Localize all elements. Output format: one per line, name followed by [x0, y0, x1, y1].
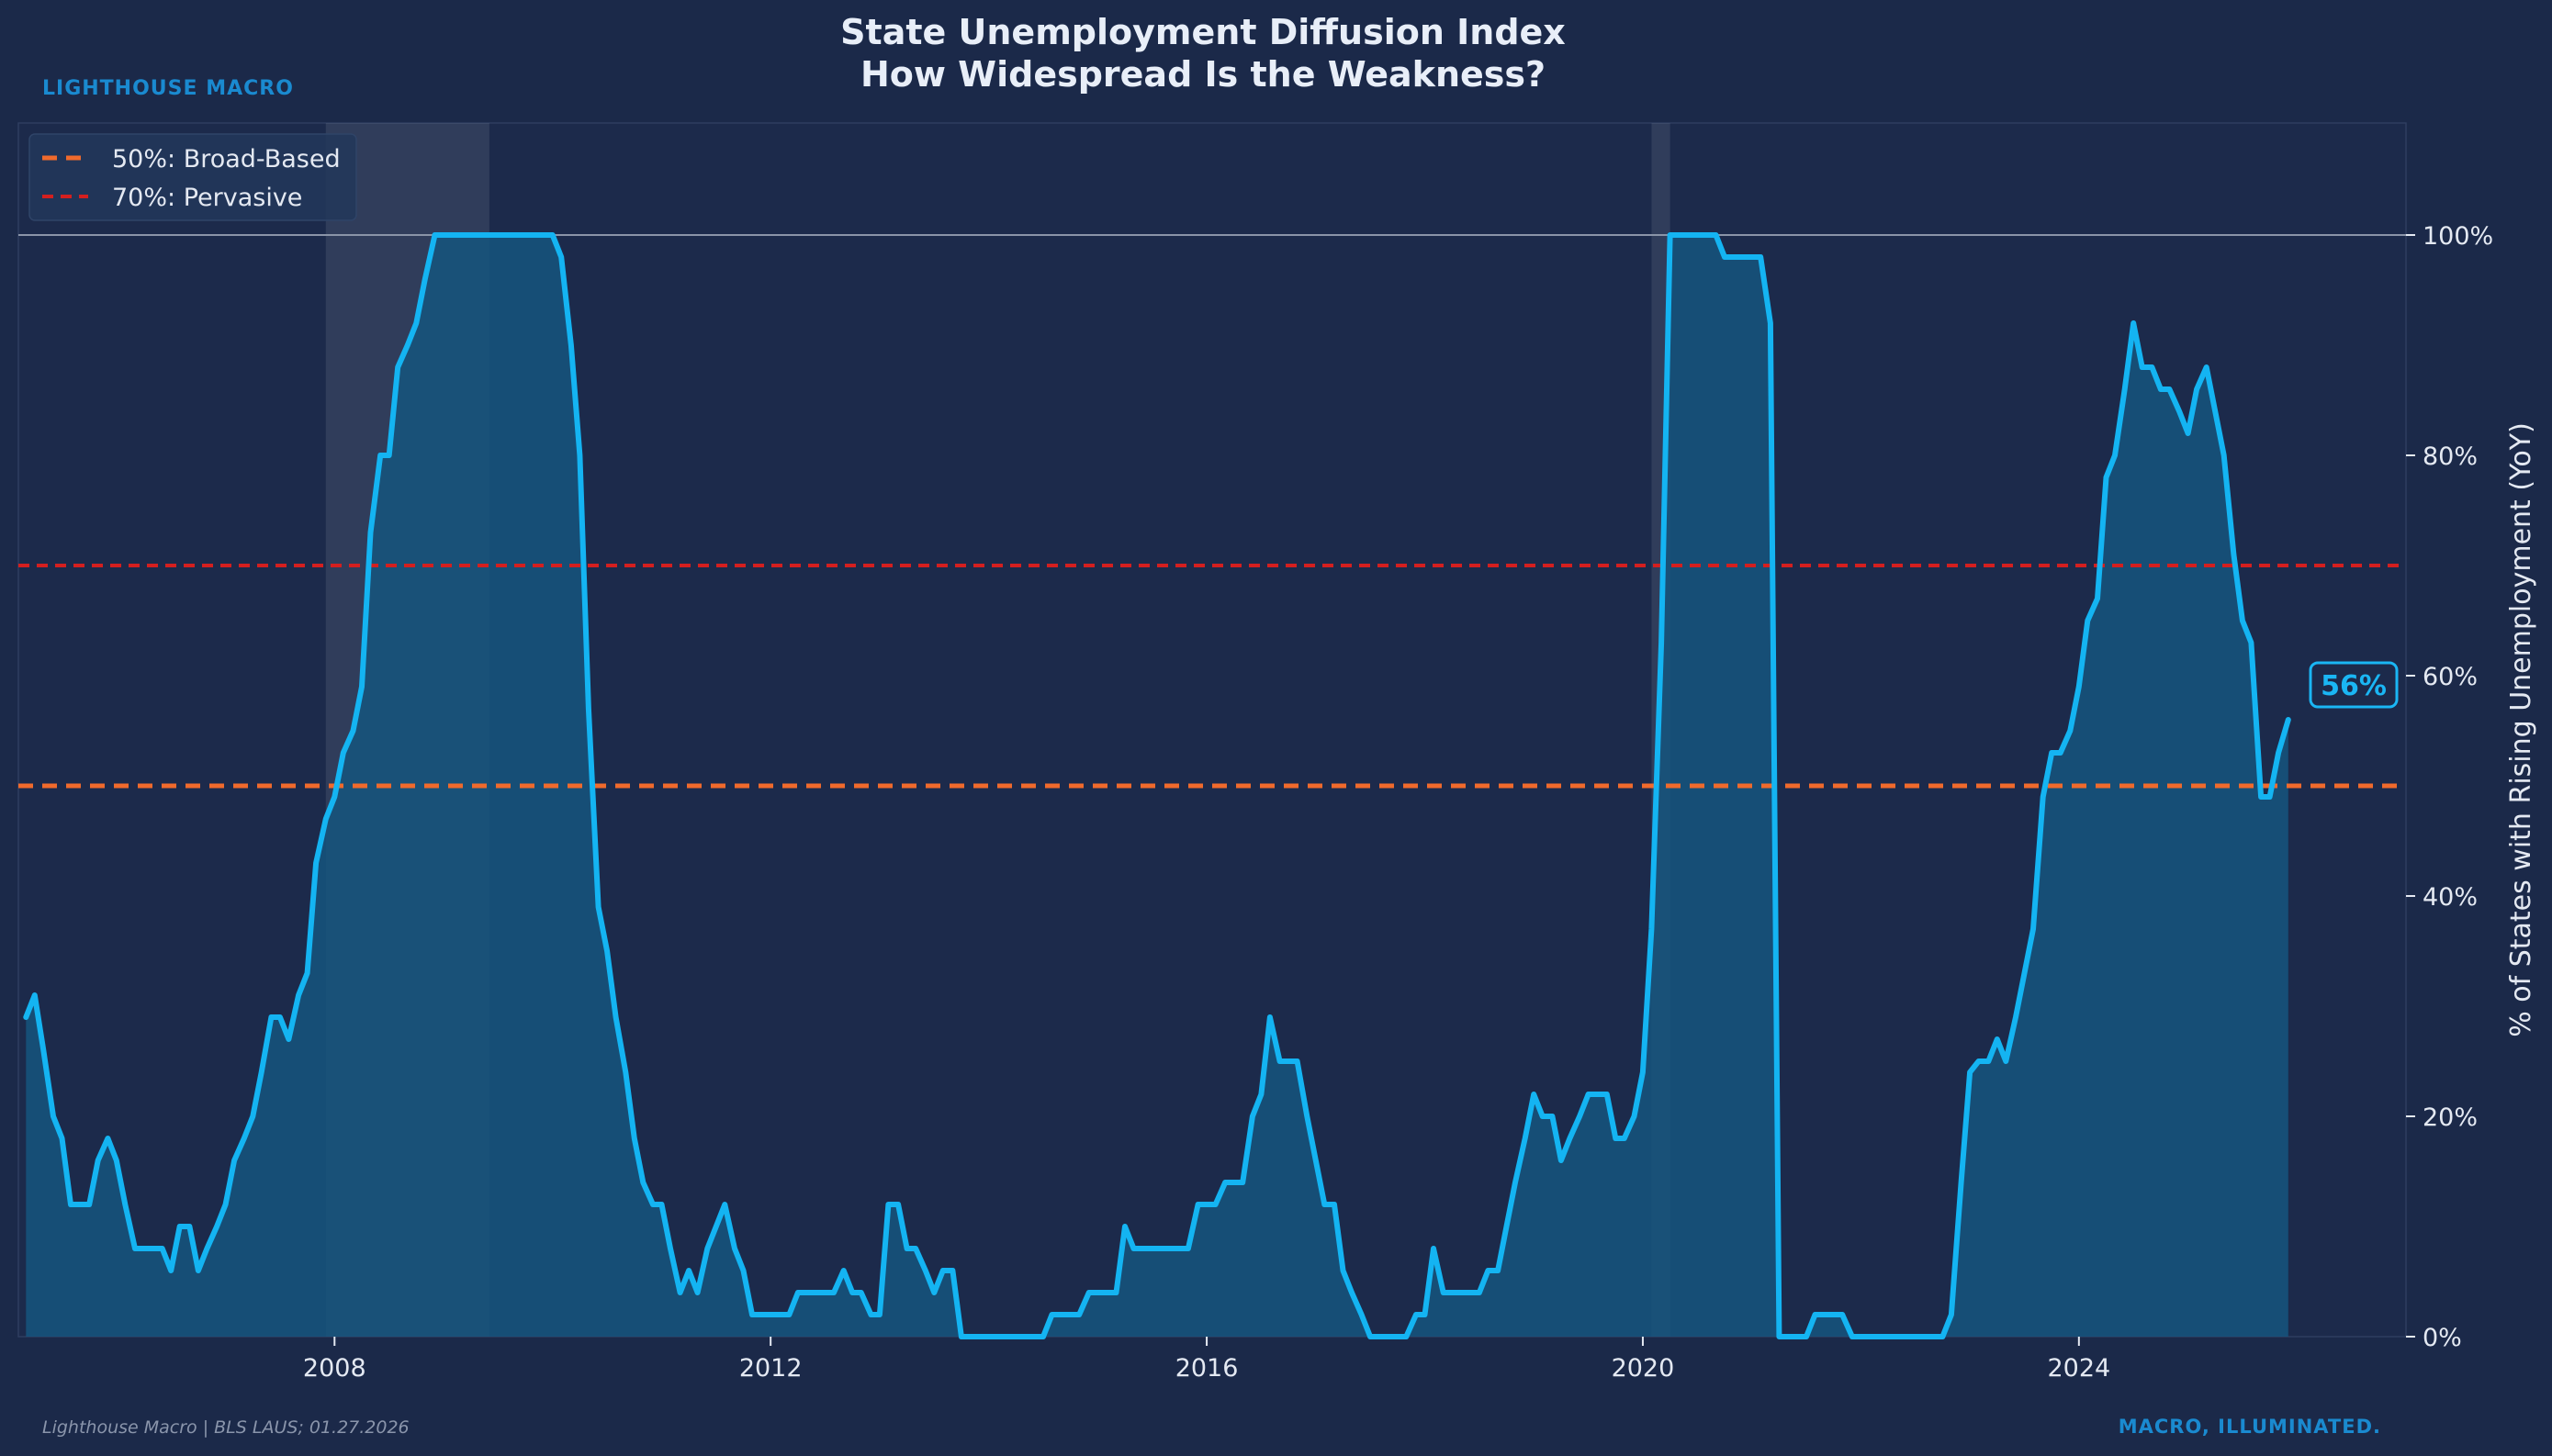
- diffusion-area-fill: [26, 235, 2288, 1337]
- legend-label-broad-based: 50%: Broad-Based: [112, 145, 341, 174]
- chart-title-line2: How Widespread Is the Weakness?: [860, 54, 1546, 95]
- y-axis: 0% 20% 40% 60% 80% 100%: [2406, 222, 2493, 1352]
- legend-box: [28, 133, 357, 221]
- y-axis-label: % of States with Rising Unemployment (Yo…: [2505, 422, 2537, 1037]
- legend: 50%: Broad-Based 70%: Pervasive: [28, 133, 357, 221]
- chart-title: State Unemployment Diffusion Index How W…: [0, 11, 2406, 95]
- y-tick-label: 60%: [2423, 663, 2478, 691]
- x-tick-label: 2016: [1175, 1354, 1239, 1383]
- legend-label-pervasive: 70%: Pervasive: [112, 184, 302, 212]
- y-tick-label: 0%: [2423, 1324, 2462, 1352]
- diffusion-series-line: [23, 232, 2291, 1339]
- x-tick-label: 2024: [2047, 1354, 2110, 1383]
- x-tick-label: 2020: [1612, 1354, 1675, 1383]
- x-tick-label: 2012: [739, 1354, 803, 1383]
- y-tick-label: 20%: [2423, 1103, 2478, 1132]
- latest-value-box: [2309, 661, 2399, 709]
- y-tick-label: 80%: [2423, 442, 2478, 471]
- chart-title-line1: State Unemployment Diffusion Index: [840, 12, 1566, 52]
- x-tick-label: 2008: [303, 1354, 366, 1383]
- brand-label: LIGHTHOUSE MACRO: [42, 77, 294, 100]
- latest-value-label: 56%: [2321, 670, 2387, 702]
- y-tick-label: 100%: [2423, 222, 2493, 251]
- x-axis: 2008 2012 2016 2020 2024: [303, 1337, 2110, 1383]
- y-tick-label: 40%: [2423, 883, 2478, 912]
- footer-source: Lighthouse Macro | BLS LAUS; 01.27.2026: [42, 1417, 410, 1438]
- latest-value-badge: 56%: [2309, 661, 2399, 709]
- footer-tagline: MACRO, ILLUMINATED.: [2118, 1416, 2381, 1438]
